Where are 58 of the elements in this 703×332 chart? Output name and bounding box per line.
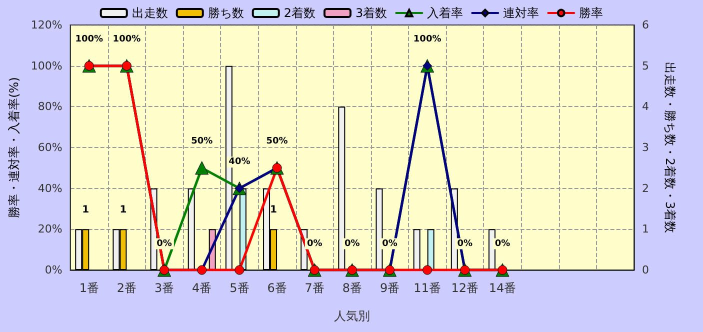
legend-label: 勝率: [579, 6, 604, 20]
legend-label: 連対率: [503, 6, 540, 20]
x-tick-label: 2番: [116, 281, 137, 295]
x-tick-label: 1番: [79, 281, 99, 295]
x-tick-label: 12番: [451, 281, 479, 295]
y2-tick-label: 1: [642, 222, 649, 236]
x-tick-label: 9番: [380, 281, 400, 295]
data-label: 50%: [266, 136, 288, 147]
x-tick-label: 5番: [230, 281, 250, 295]
data-label: 40%: [228, 157, 250, 168]
legend-label: 出走数: [132, 6, 168, 20]
data-label: 0%: [382, 238, 398, 249]
bar: [376, 188, 383, 270]
data-label: 100%: [413, 34, 442, 45]
y2-tick-label: 4: [642, 100, 649, 114]
x-tick-label: 4番: [192, 281, 212, 295]
y-tick-label: 120%: [30, 18, 62, 32]
y-tick-label: 20%: [38, 222, 62, 236]
y-tick-label: 80%: [38, 100, 62, 114]
point: [234, 265, 244, 275]
data-label: 1: [270, 204, 278, 216]
y2-tick-label: 5: [642, 59, 649, 72]
y-tick-label: 60%: [38, 141, 62, 154]
data-label: 0%: [156, 238, 172, 249]
data-label: 0%: [457, 238, 473, 249]
data-label: 100%: [75, 34, 104, 45]
x-tick-label: 14番: [488, 281, 516, 295]
data-label: 50%: [191, 136, 213, 147]
data-label: 100%: [112, 34, 141, 45]
data-label: 1: [120, 204, 127, 216]
x-tick-label: 8番: [342, 281, 362, 295]
data-label: 0%: [494, 238, 510, 249]
y-tick-label: 0%: [44, 264, 62, 276]
data-label: 0%: [344, 238, 360, 249]
x-tick-label: 6番: [267, 281, 287, 295]
x-axis-title: 人気別: [334, 309, 370, 323]
x-tick-label: 11番: [414, 281, 441, 295]
y-tick-label: 40%: [38, 182, 62, 195]
bar: [338, 106, 346, 270]
y2-axis-title: 出走数・勝ち数・2着数・3着数: [663, 62, 677, 234]
legend-label: 2着数: [284, 6, 316, 20]
y2-tick-label: 6: [642, 18, 649, 32]
bar: [413, 229, 420, 270]
x-tick-label: 3番: [154, 281, 174, 295]
legend-label: 3着数: [356, 6, 388, 20]
legend-label: 入着率: [427, 6, 464, 20]
y-axis-title: 勝率・連対率・入着率(%): [7, 77, 21, 218]
y2-tick-label: 2: [642, 182, 649, 195]
x-tick-label: 7番: [304, 281, 324, 295]
bar: [188, 188, 195, 270]
y-tick-label: 100%: [30, 59, 62, 72]
data-label: 0%: [306, 238, 322, 249]
point: [422, 265, 432, 275]
y2-tick-label: 3: [642, 141, 649, 154]
y2-tick-label: 0: [642, 264, 649, 276]
data-label: 1: [82, 204, 90, 216]
legend-label: 勝ち数: [208, 6, 244, 20]
point: [195, 161, 209, 175]
